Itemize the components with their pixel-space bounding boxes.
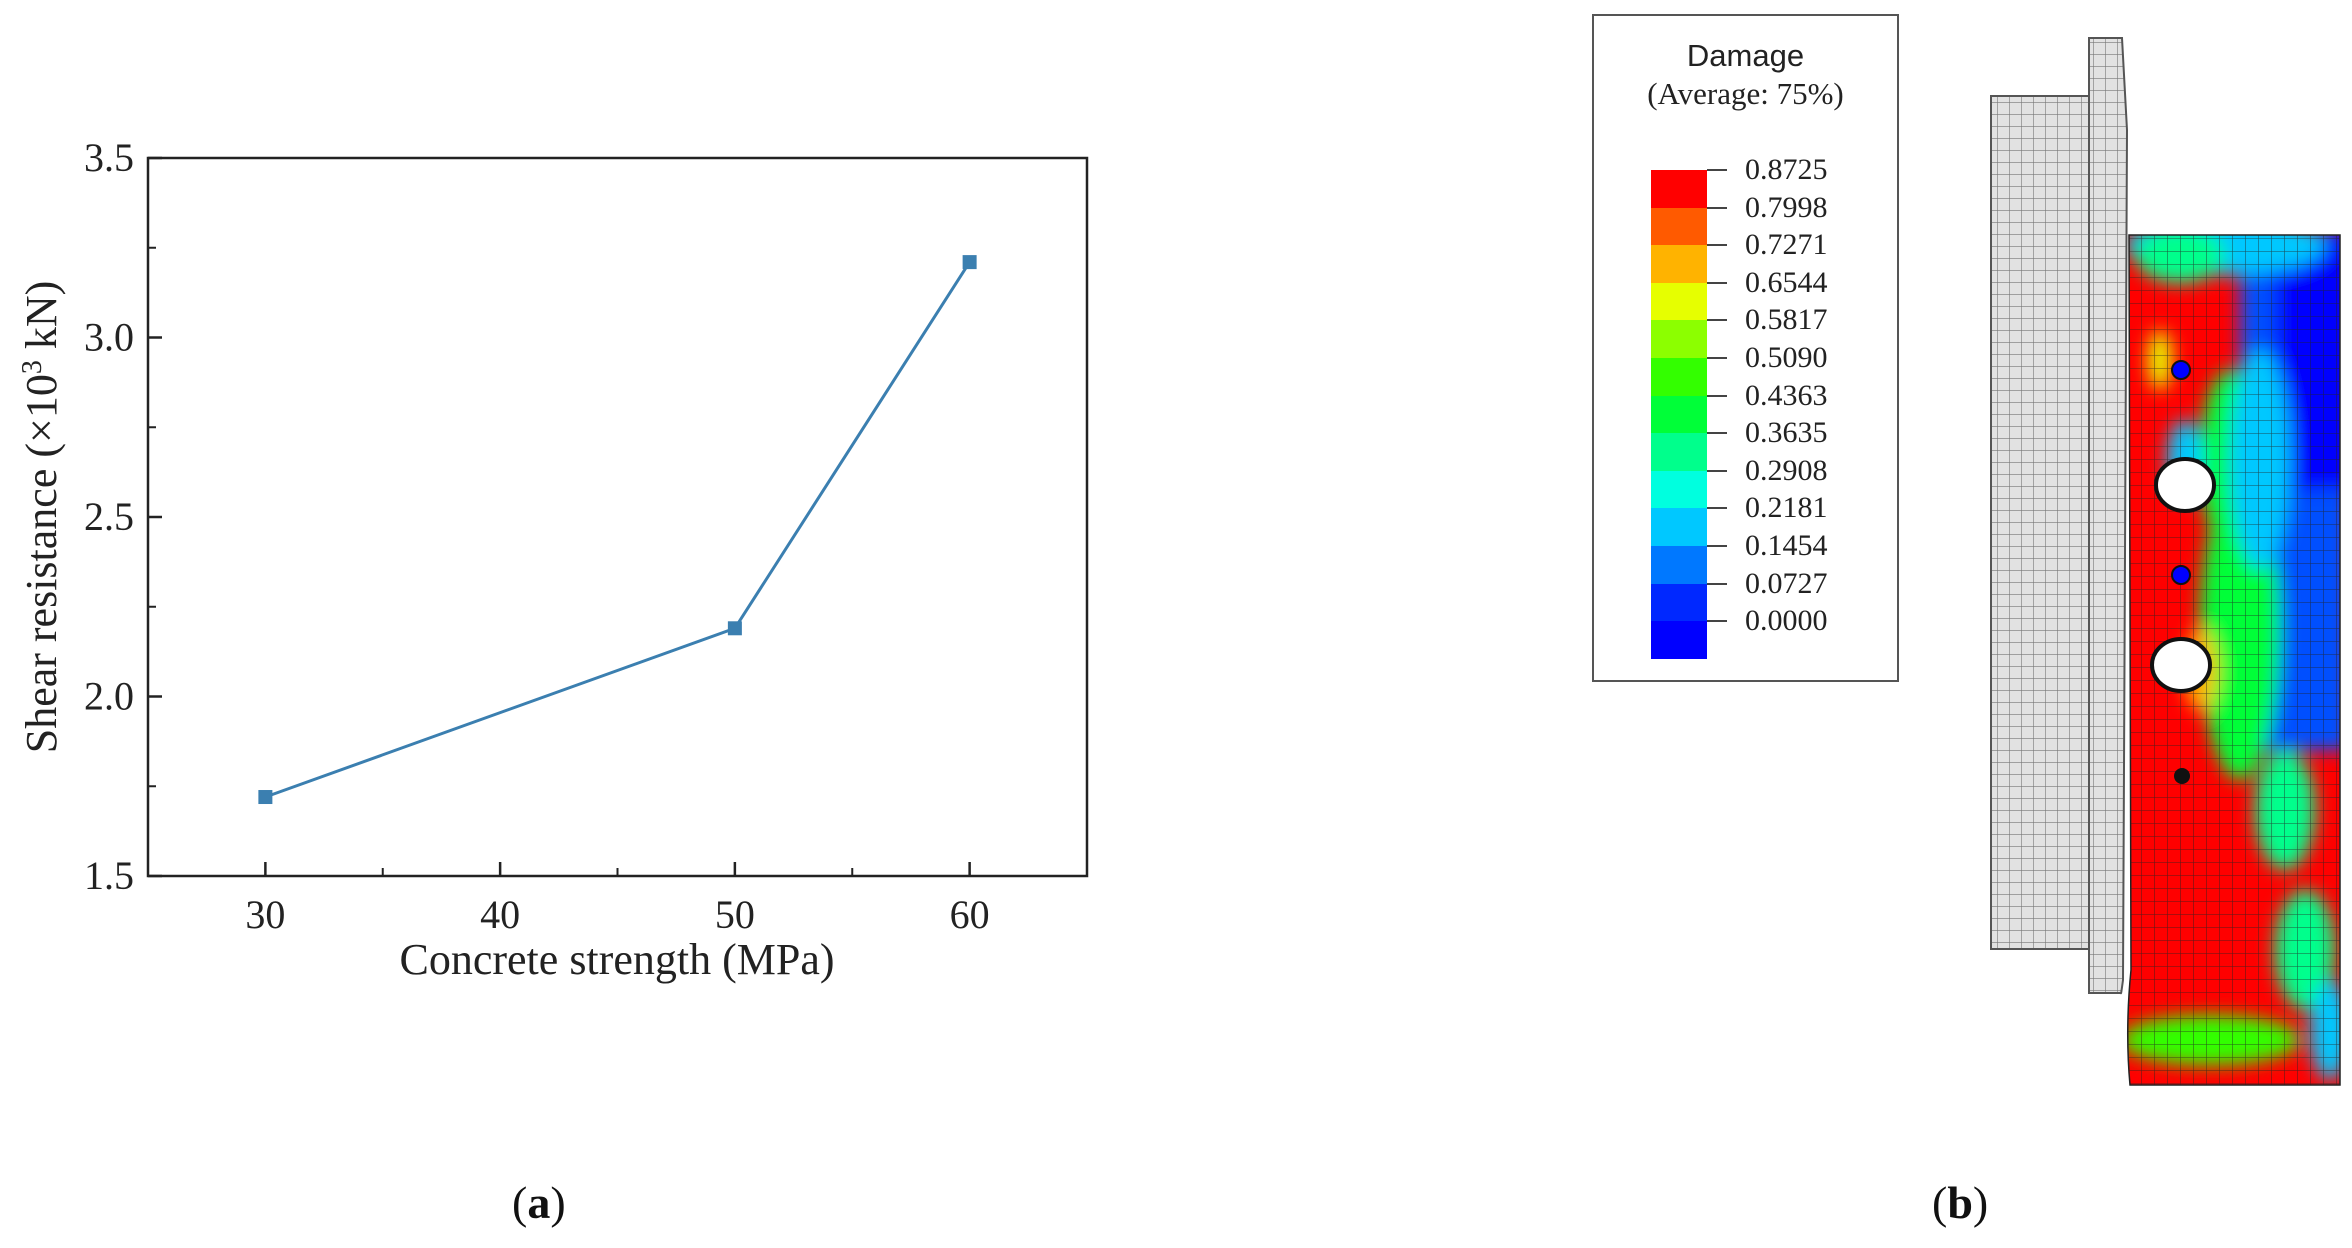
data-point	[962, 255, 977, 270]
legend-tick	[1707, 582, 1727, 585]
legend-value: 0.5090	[1745, 341, 1828, 374]
legend-swatch	[1651, 320, 1707, 358]
y-tick-label: 3.0	[84, 315, 134, 360]
panel-label-a: (a)	[512, 1177, 566, 1228]
x-tick-label: 50	[715, 892, 755, 937]
legend-swatch	[1651, 470, 1707, 509]
legend-swatch	[1651, 245, 1707, 283]
y-tick-label: 3.5	[84, 135, 134, 180]
steel-plate-right	[2088, 37, 2129, 995]
legend-swatch	[1651, 546, 1707, 584]
legend-tick	[1707, 507, 1727, 510]
legend-value: 0.2908	[1745, 453, 1828, 487]
y-tick-label: 2.0	[84, 674, 134, 719]
y-tick-label: 2.5	[84, 494, 134, 539]
legend-tick	[1707, 620, 1727, 623]
legend-swatch	[1651, 358, 1707, 396]
legend-value: 0.5817	[1745, 303, 1828, 337]
legend-value: 0.4363	[1745, 378, 1828, 412]
x-tick-label: 30	[245, 892, 285, 937]
panel-label-b: (b)	[1932, 1177, 1989, 1228]
stud-hole-2	[2150, 637, 2212, 693]
legend-tick	[1707, 206, 1727, 209]
stud-node-2	[2171, 565, 2191, 585]
legend-tick	[1707, 469, 1727, 472]
y-tick-label: 1.5	[84, 853, 134, 898]
legend-swatch	[1651, 395, 1707, 434]
legend-swatch	[1651, 508, 1707, 546]
legend-tick	[1707, 394, 1727, 397]
legend-tick	[1707, 244, 1727, 247]
line-chart: 30 40 50 60 1.5 2.0 2.5 3.0 3.5 Concrete streng…	[17, 135, 1089, 984]
legend-value: 0.2181	[1745, 491, 1828, 525]
y-axis-ticks: 1.5 2.0 2.5 3.0 3.5	[84, 135, 162, 898]
stud-node-1	[2171, 360, 2191, 380]
concrete-outline	[2126, 234, 2341, 1086]
legend-value: 0.1454	[1745, 529, 1828, 562]
legend-swatch	[1651, 433, 1707, 471]
legend-title: Damage	[1686, 38, 1805, 73]
series-line	[264, 261, 971, 799]
legend-value: 0.6544	[1745, 265, 1828, 299]
fe-model-damage-contour	[1990, 37, 2341, 1086]
legend-value: 0.0000	[1745, 604, 1828, 638]
legend-tick	[1707, 281, 1727, 284]
legend-tick	[1707, 169, 1727, 171]
steel-plate-left	[1990, 95, 2092, 950]
data-point	[258, 790, 273, 805]
legend-swatch	[1651, 170, 1707, 208]
x-axis-ticks: 30 40 50 60	[245, 862, 990, 937]
data-point	[727, 621, 742, 636]
x-tick-label: 60	[950, 892, 990, 937]
legend-value: 0.7998	[1745, 190, 1828, 224]
stud-node-3	[2174, 768, 2190, 784]
series-points	[258, 255, 977, 805]
legend-swatch	[1651, 621, 1707, 659]
legend-tick	[1707, 545, 1727, 547]
stud-hole-1	[2154, 457, 2216, 513]
legend-value: 0.7271	[1745, 228, 1828, 262]
y-axis-title: Shear resistance (×103 kN)	[17, 281, 67, 754]
x-axis-title: Concrete strength (MPa)	[400, 935, 835, 984]
legend-value: 0.0727	[1745, 566, 1828, 600]
x-tick-label: 40	[480, 892, 520, 937]
legend-swatch	[1651, 583, 1707, 622]
legend-value: 0.8725	[1745, 153, 1828, 186]
legend-tick	[1707, 319, 1727, 322]
legend-subtitle: (Average: 75%)	[1647, 76, 1844, 111]
legend-tick	[1707, 432, 1727, 435]
plot-frame	[146, 156, 1089, 878]
legend-swatch	[1651, 207, 1707, 246]
legend-value: 0.3635	[1745, 416, 1828, 450]
legend-swatch	[1651, 282, 1707, 321]
damage-legend: Damage (Average: 75%) 0.8725 0.7998 0.7271…	[1592, 14, 1899, 682]
legend-tick	[1707, 357, 1727, 359]
